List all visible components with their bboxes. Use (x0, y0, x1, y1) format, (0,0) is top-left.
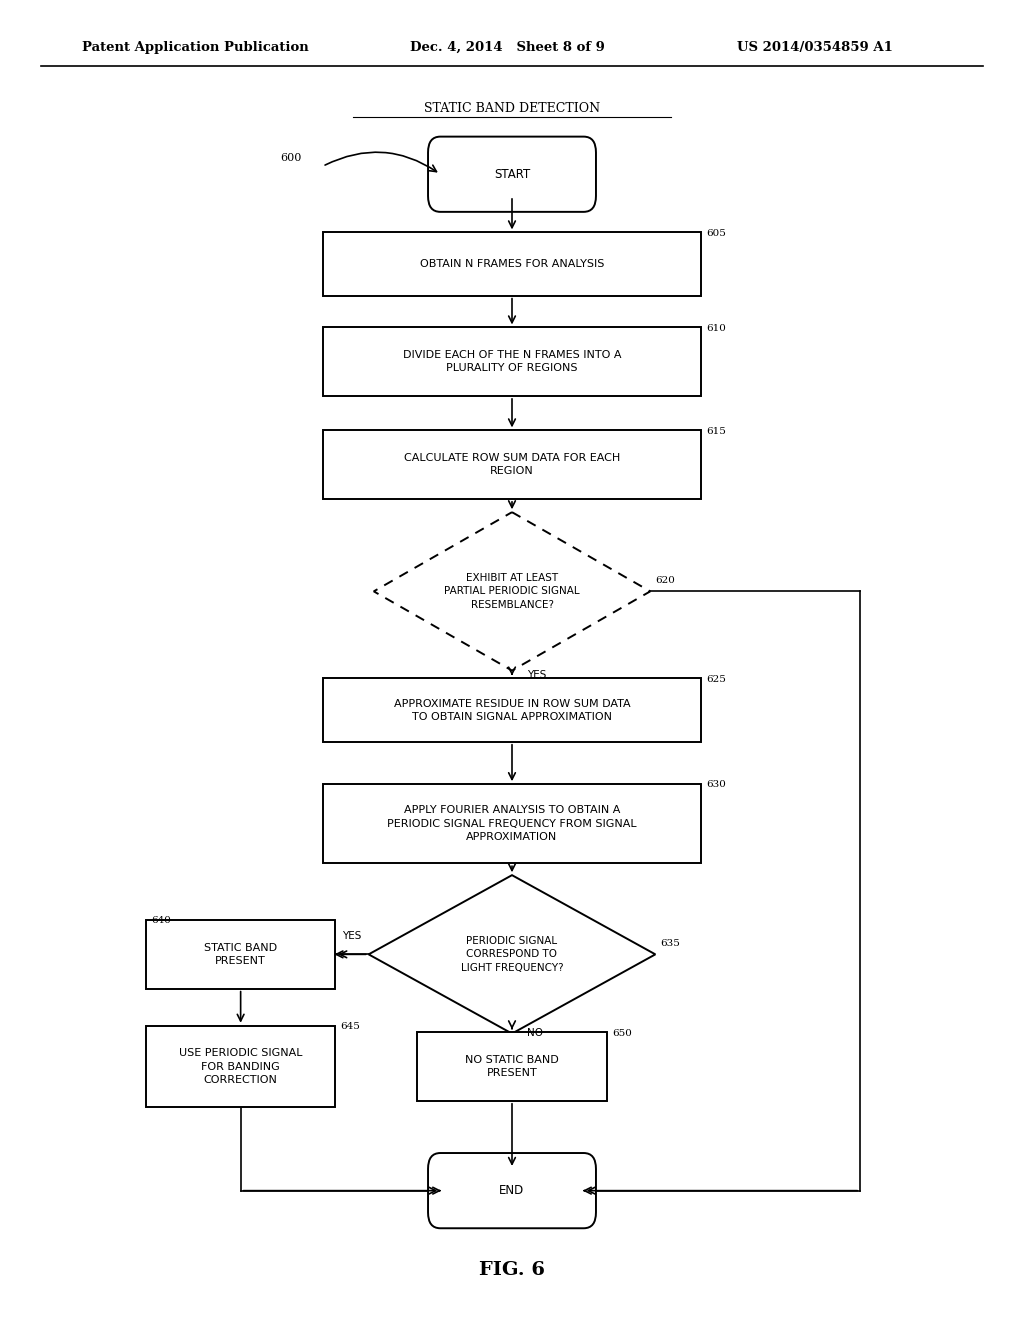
Text: 620: 620 (655, 576, 675, 585)
Text: 605: 605 (707, 228, 726, 238)
Text: CALCULATE ROW SUM DATA FOR EACH
REGION: CALCULATE ROW SUM DATA FOR EACH REGION (403, 453, 621, 477)
Text: APPLY FOURIER ANALYSIS TO OBTAIN A
PERIODIC SIGNAL FREQUENCY FROM SIGNAL
APPROXI: APPLY FOURIER ANALYSIS TO OBTAIN A PERIO… (387, 805, 637, 842)
Polygon shape (374, 512, 650, 671)
Text: NO STATIC BAND
PRESENT: NO STATIC BAND PRESENT (465, 1055, 559, 1078)
Text: STATIC BAND
PRESENT: STATIC BAND PRESENT (204, 942, 278, 966)
Text: OBTAIN N FRAMES FOR ANALYSIS: OBTAIN N FRAMES FOR ANALYSIS (420, 259, 604, 269)
FancyBboxPatch shape (145, 920, 336, 989)
Text: PERIODIC SIGNAL
CORRESPOND TO
LIGHT FREQUENCY?: PERIODIC SIGNAL CORRESPOND TO LIGHT FREQ… (461, 936, 563, 973)
Text: 640: 640 (152, 916, 171, 925)
FancyBboxPatch shape (323, 327, 701, 396)
FancyBboxPatch shape (145, 1026, 336, 1107)
Text: 600: 600 (281, 153, 302, 164)
Text: USE PERIODIC SIGNAL
FOR BANDING
CORRECTION: USE PERIODIC SIGNAL FOR BANDING CORRECTI… (179, 1048, 302, 1085)
Text: STATIC BAND DETECTION: STATIC BAND DETECTION (424, 102, 600, 115)
Text: YES: YES (342, 931, 361, 941)
FancyBboxPatch shape (418, 1032, 606, 1101)
Text: EXHIBIT AT LEAST
PARTIAL PERIODIC SIGNAL
RESEMBLANCE?: EXHIBIT AT LEAST PARTIAL PERIODIC SIGNAL… (444, 573, 580, 610)
Text: END: END (500, 1184, 524, 1197)
Text: 650: 650 (612, 1028, 632, 1038)
FancyArrowPatch shape (325, 152, 436, 172)
FancyBboxPatch shape (428, 136, 596, 211)
Polygon shape (369, 875, 655, 1034)
Text: 610: 610 (707, 323, 726, 333)
Text: US 2014/0354859 A1: US 2014/0354859 A1 (737, 41, 893, 54)
Text: NO: NO (527, 1028, 544, 1038)
Text: 615: 615 (707, 426, 726, 436)
Text: 625: 625 (707, 675, 726, 684)
Text: 635: 635 (660, 939, 680, 948)
Text: START: START (494, 168, 530, 181)
FancyBboxPatch shape (323, 430, 701, 499)
Text: FIG. 6: FIG. 6 (479, 1261, 545, 1279)
FancyBboxPatch shape (428, 1154, 596, 1228)
FancyBboxPatch shape (323, 678, 701, 742)
Text: 645: 645 (340, 1022, 360, 1031)
Text: Dec. 4, 2014   Sheet 8 of 9: Dec. 4, 2014 Sheet 8 of 9 (410, 41, 604, 54)
Text: 630: 630 (707, 780, 726, 789)
FancyBboxPatch shape (323, 784, 701, 863)
Text: DIVIDE EACH OF THE N FRAMES INTO A
PLURALITY OF REGIONS: DIVIDE EACH OF THE N FRAMES INTO A PLURA… (402, 350, 622, 374)
Text: YES: YES (527, 669, 547, 680)
FancyBboxPatch shape (323, 232, 701, 296)
Text: APPROXIMATE RESIDUE IN ROW SUM DATA
TO OBTAIN SIGNAL APPROXIMATION: APPROXIMATE RESIDUE IN ROW SUM DATA TO O… (393, 698, 631, 722)
Text: Patent Application Publication: Patent Application Publication (82, 41, 308, 54)
